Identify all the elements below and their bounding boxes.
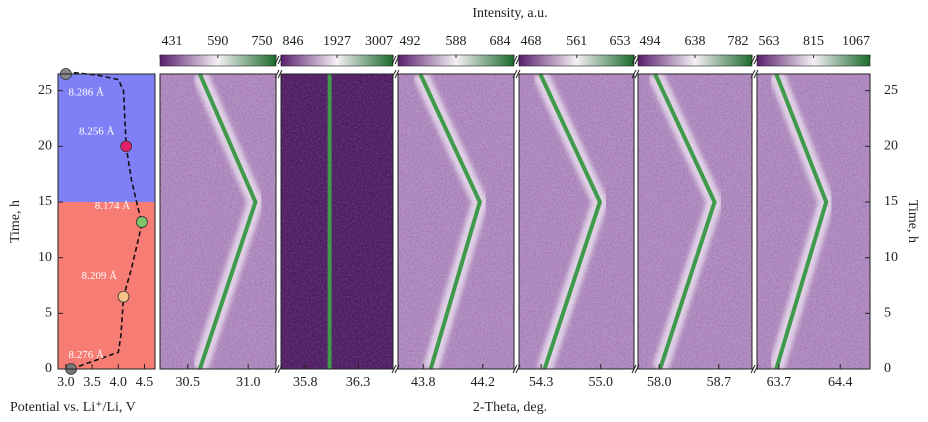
frame <box>280 73 394 370</box>
axis-break <box>512 364 521 374</box>
y2-tick-label: 5 <box>884 306 891 321</box>
peak-line <box>653 73 717 370</box>
axis-break <box>512 55 521 65</box>
y2-tick-label: 15 <box>884 194 898 209</box>
axis-break <box>750 69 759 79</box>
colorbar-tick-label: 561 <box>566 34 587 49</box>
x-tick-label: 30.5 <box>176 375 201 390</box>
peak-line <box>538 73 603 370</box>
colorbar-tick-label: 684 <box>490 34 511 49</box>
colorbar-tick-label: 590 <box>207 34 228 49</box>
axis-break <box>391 55 400 65</box>
region <box>58 74 155 203</box>
colorbar-tick-label: 588 <box>446 34 467 49</box>
x-tick-label: 4.5 <box>136 375 154 390</box>
x-tick-label: 64.4 <box>828 375 853 390</box>
colorbar-tick-label: 1067 <box>842 34 870 49</box>
colorbar-tick-label: 846 <box>283 34 304 49</box>
colorbar-tick-label: 815 <box>803 34 824 49</box>
x-tick-label: 63.7 <box>767 375 792 390</box>
colorbar-tick-label: 638 <box>685 34 706 49</box>
annotation: 8.256 Å <box>79 125 115 137</box>
frame <box>637 73 753 370</box>
y2-tick-label: 0 <box>884 361 891 376</box>
annotation: 8.286 Å <box>68 86 104 98</box>
colorbar-tick-label: 653 <box>610 34 631 49</box>
frame <box>57 73 156 370</box>
colorbar-tick-label: 3007 <box>365 34 393 49</box>
y-tick-label: 20 <box>38 139 52 154</box>
colorbar-tick-label: 431 <box>162 34 183 49</box>
x-tick-label: 58.7 <box>707 375 732 390</box>
frame <box>397 73 515 370</box>
colorbar-tick-label: 782 <box>728 34 749 49</box>
marker <box>117 290 130 303</box>
frame <box>518 73 635 370</box>
axis-break <box>274 364 283 374</box>
region <box>58 202 155 369</box>
y-tick-label: 10 <box>38 250 52 265</box>
x-tick-label: 58.0 <box>647 375 672 390</box>
x-tick-label: 55.0 <box>589 375 614 390</box>
y2-tick-label: 10 <box>884 250 898 265</box>
heatmap-noise <box>638 74 752 369</box>
marker <box>120 140 133 153</box>
y-axis-label: Time, h <box>8 200 23 243</box>
y2-tick-label: 25 <box>884 83 898 98</box>
marker <box>135 216 148 228</box>
axis-break <box>750 364 759 374</box>
axis-break <box>631 69 640 79</box>
axis-break <box>274 69 283 79</box>
annotation: 8.209 Å <box>82 270 118 282</box>
frame <box>756 73 871 370</box>
potential-curve <box>65 70 143 370</box>
annotation: 8.276 Å <box>68 349 104 361</box>
colorbar-tick-label: 1927 <box>323 34 351 49</box>
axis-break <box>631 364 640 374</box>
axis-break <box>274 55 283 65</box>
peak-line <box>774 73 829 370</box>
axis-break <box>631 55 640 65</box>
x-tick-label: 44.2 <box>471 375 496 390</box>
y-tick-label: 15 <box>38 194 52 209</box>
peak-line <box>197 73 258 370</box>
x-tick-label: 3.0 <box>57 375 75 390</box>
heatmap-noise <box>398 74 514 369</box>
x-axis-label: Potential vs. Li⁺/Li, V <box>10 400 136 415</box>
x-tick-label: 43.8 <box>411 375 436 390</box>
x-tick-label: 3.5 <box>83 375 101 390</box>
heatmap-noise <box>519 74 634 369</box>
x-tick-label: 35.8 <box>293 375 318 390</box>
y-tick-label: 25 <box>38 83 52 98</box>
frame <box>159 73 277 370</box>
y-tick-label: 5 <box>45 306 52 321</box>
axis-break <box>391 364 400 374</box>
y2-axis-label: Time, h <box>905 200 920 243</box>
colorbar-tick-label: 563 <box>759 34 780 49</box>
x-axis-label: 2-Theta, deg. <box>473 400 547 415</box>
annotation: 8.174 Å <box>95 200 130 212</box>
x-tick-label: 54.3 <box>529 375 554 390</box>
axis-break <box>512 69 521 79</box>
peak-line <box>418 73 482 370</box>
x-tick-label: 4.0 <box>110 375 128 390</box>
axis-break <box>750 55 759 65</box>
x-tick-label: 31.0 <box>236 375 261 390</box>
y-tick-label: 0 <box>45 361 52 376</box>
colorbar-label: Intensity, a.u. <box>472 6 547 21</box>
colorbar-tick-label: 750 <box>252 34 273 49</box>
colorbar-tick-label: 494 <box>640 34 661 49</box>
y2-tick-label: 20 <box>884 139 898 154</box>
axis-break <box>391 69 400 79</box>
colorbar-tick-label: 492 <box>400 34 421 49</box>
colorbar-tick-label: 468 <box>521 34 542 49</box>
x-tick-label: 36.3 <box>346 375 371 390</box>
